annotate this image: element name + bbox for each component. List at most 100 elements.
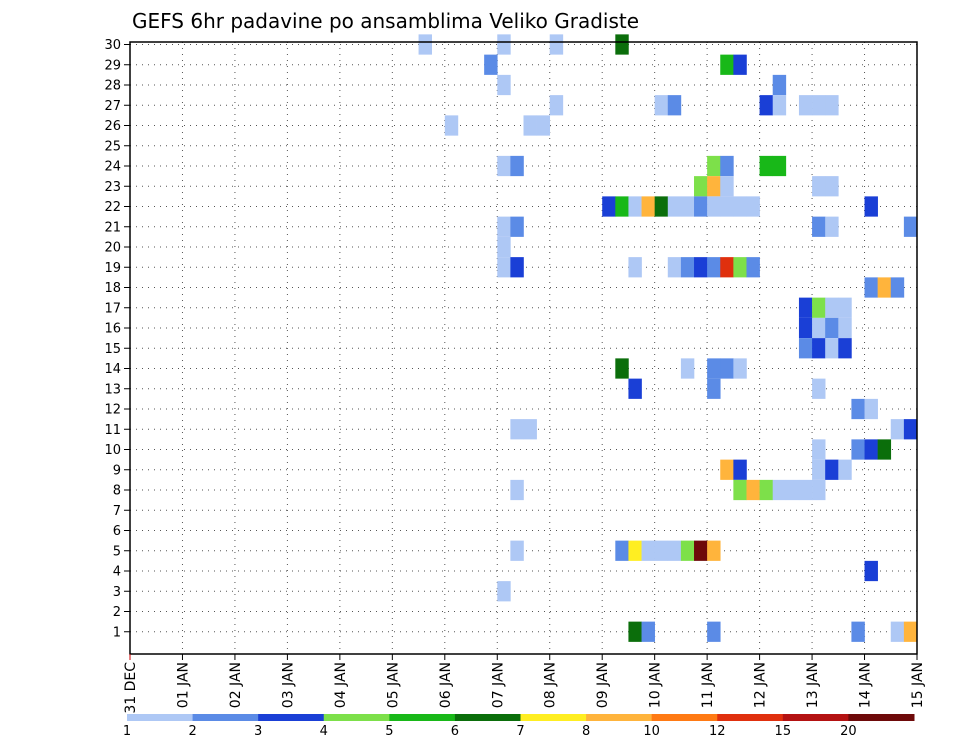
precip-cell (903, 419, 918, 440)
x-tick-label: 01 JAN (175, 662, 191, 708)
precip-cell (798, 317, 813, 339)
legend-swatch (717, 714, 784, 721)
precip-cell (733, 196, 747, 217)
precip-cell (838, 297, 852, 318)
precip-cell (707, 540, 721, 561)
y-tick-label: 6 (113, 524, 121, 539)
y-tick-label: 28 (104, 79, 121, 94)
legend-swatch (127, 714, 194, 721)
precip-cell (851, 398, 865, 420)
precip-cell (536, 115, 551, 136)
x-tick-label: 04 JAN (333, 662, 349, 708)
precip-cell (615, 196, 629, 217)
precip-cell (667, 257, 682, 278)
precip-cell (825, 338, 839, 359)
legend-swatch (586, 714, 653, 721)
precip-cell (772, 74, 787, 96)
legend-label: 6 (451, 724, 459, 739)
precip-cell (720, 176, 734, 197)
y-tick-label: 27 (104, 99, 121, 114)
precip-cell (838, 459, 852, 480)
x-tick-label: 10 JAN (648, 662, 664, 708)
precip-cell (812, 479, 826, 501)
precip-cell (667, 196, 682, 217)
legend-label: 4 (320, 724, 328, 739)
precip-cell (497, 236, 511, 258)
precip-cell (759, 479, 774, 501)
precip-cell (510, 479, 524, 501)
precip-cell (812, 297, 826, 318)
precip-cell (812, 317, 826, 339)
legend-label: 3 (254, 724, 262, 739)
precip-cell (812, 459, 826, 480)
y-tick-label: 30 (104, 38, 121, 53)
precip-cell (707, 155, 721, 177)
precip-cell (864, 398, 878, 420)
y-tick-label: 20 (104, 241, 121, 256)
precip-cell (497, 74, 511, 96)
precip-cell (759, 155, 774, 177)
legend-label: 12 (709, 724, 726, 739)
x-tick-label: 05 JAN (385, 662, 401, 708)
precip-cell (694, 257, 708, 278)
x-tick-label: 15 JAN (910, 662, 926, 708)
precip-cell (733, 257, 747, 278)
precip-cell (890, 621, 905, 642)
precip-cell (720, 196, 734, 217)
precip-cell (877, 439, 892, 460)
y-tick-label: 19 (104, 261, 121, 276)
y-tick-label: 12 (104, 403, 121, 418)
x-tick-label: 03 JAN (280, 662, 296, 708)
y-tick-label: 4 (113, 565, 121, 580)
x-tick-label: 02 JAN (228, 662, 244, 708)
precip-cell (825, 176, 839, 197)
y-tick-label: 14 (104, 362, 121, 377)
precip-cell (864, 560, 878, 582)
precip-cell (838, 317, 852, 339)
precip-cell (667, 95, 682, 116)
precip-cell (615, 34, 629, 55)
legend-swatch (782, 714, 849, 721)
precip-cell (680, 540, 695, 561)
y-tick-label: 24 (104, 160, 121, 175)
precip-cell (707, 257, 721, 278)
legend-label: 1 (123, 724, 131, 739)
precip-cell (680, 196, 695, 217)
precip-cell (497, 257, 511, 278)
precip-cell (549, 34, 564, 55)
y-tick-label: 8 (113, 484, 121, 499)
precip-cell (864, 439, 878, 460)
precip-cell (746, 479, 760, 501)
precip-cell (641, 621, 655, 642)
precip-cell (877, 277, 892, 298)
precip-cell (720, 358, 734, 379)
x-axis: 31 DEC 01 JAN 02 JAN 03 JAN 04 JAN 05 JAN 06 J… (123, 654, 926, 714)
x-tick-label: 11 JAN (700, 662, 716, 708)
precip-cell (418, 34, 432, 55)
precip-cell (654, 95, 669, 116)
y-tick-label: 25 (104, 139, 121, 154)
precip-cell (628, 621, 642, 642)
color-legend: 1 2 3 4 5 6 7 8 10 12 15 20 (123, 714, 915, 739)
precip-cell (497, 581, 511, 602)
precip-cell (667, 540, 682, 561)
precip-cell (733, 358, 747, 379)
precip-cell (720, 54, 734, 75)
precip-cell (680, 257, 695, 278)
precip-cell (838, 338, 852, 359)
precip-cell (641, 196, 655, 217)
precip-cell (615, 540, 629, 561)
precip-cell (851, 439, 865, 460)
y-tick-label: 13 (104, 382, 121, 397)
precip-cell (733, 459, 747, 480)
precip-cell (720, 155, 734, 177)
precip-cell (798, 95, 813, 116)
precip-cell (798, 297, 813, 318)
precip-cell (903, 216, 918, 237)
precip-cell (707, 176, 721, 197)
precip-cell (864, 196, 878, 217)
y-tick-label: 1 (113, 625, 121, 640)
precip-cell (549, 95, 564, 116)
y-tick-label: 5 (113, 544, 121, 559)
